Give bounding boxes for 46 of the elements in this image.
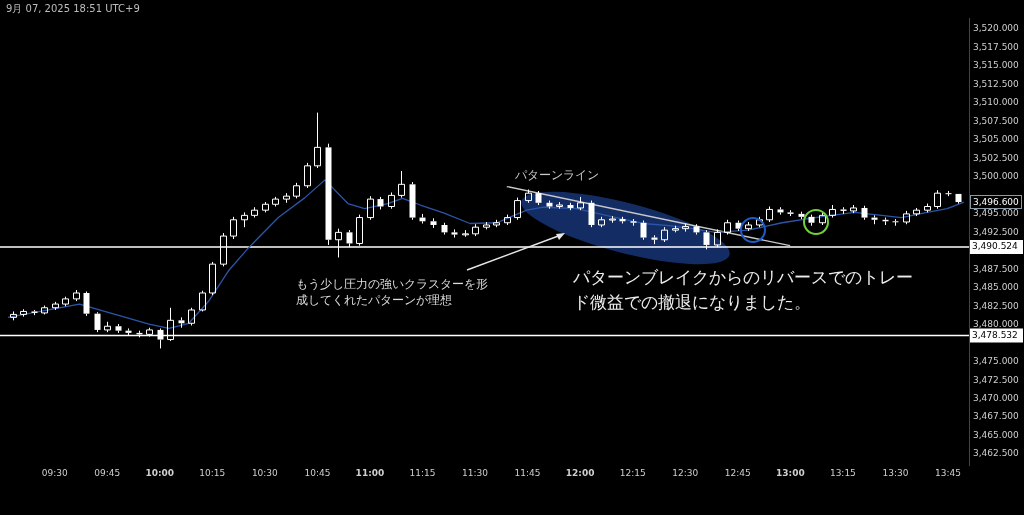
text: 9月 07, 2025 18:51 UTC+9: [6, 2, 141, 15]
y-tick-label: 3,500.000: [973, 171, 1020, 182]
text: 3,496.600: [970, 195, 1022, 209]
x-tick-label: 13:30: [882, 467, 909, 478]
y-tick-label: 3,492.500: [973, 226, 1020, 237]
x-tick-label: 10:00: [145, 467, 175, 478]
x-tick-label: 13:00: [776, 467, 805, 478]
x-tick-label: 10:45: [304, 467, 331, 478]
y-tick-label: 3,515.000: [973, 60, 1020, 71]
x-tick-label: 09:30: [41, 467, 68, 478]
y-tick-label: 3,495.000: [973, 208, 1020, 219]
y-tick-label: 3,467.500: [973, 411, 1020, 422]
annotation: もう少し圧力の強いクラスターを形成してくれたパターンが理想: [296, 276, 489, 308]
x-tick-label: 12:45: [724, 467, 751, 478]
y-tick-label: 3,485.000: [973, 282, 1020, 293]
y-tick-label: 3,462.500: [973, 448, 1020, 459]
annotation: パターンブレイクからのリバースでのトレード微益での撤退になりました。: [573, 266, 914, 314]
annotation: パターンライン: [515, 168, 600, 182]
x-tick-label: 11:00: [355, 467, 385, 478]
y-tick-label: 3,507.500: [973, 115, 1020, 126]
y-tick-label: 3,465.000: [973, 429, 1020, 440]
y-tick-label: 3,520.000: [973, 23, 1020, 34]
x-tick-label: 12:15: [619, 467, 646, 478]
y-tick-label: 3,502.500: [973, 152, 1020, 163]
y-tick-label: 3,475.000: [973, 356, 1020, 367]
y-tick-label: 3,487.500: [973, 263, 1020, 274]
x-tick-label: 09:45: [94, 467, 121, 478]
ref-line-label: 3,490.524: [972, 241, 1019, 252]
x-tick-label: 13:45: [935, 467, 961, 478]
x-tick-label: 11:45: [514, 467, 541, 478]
x-tick-label: 11:30: [462, 467, 489, 478]
y-tick-label: 3,510.000: [973, 97, 1020, 108]
x-tick-label: 10:15: [199, 467, 226, 478]
y-tick-label: 3,472.500: [973, 374, 1020, 385]
x-tick-label: 12:00: [565, 467, 595, 478]
x-tick-label: 10:30: [251, 467, 279, 478]
y-tick-label: 3,470.000: [973, 393, 1020, 404]
y-tick-label: 3,517.500: [973, 41, 1020, 52]
y-tick-label: 3,480.000: [973, 319, 1020, 330]
ref-line-label: 3,478.532: [972, 329, 1018, 340]
y-tick-label: 3,505.000: [973, 134, 1020, 145]
x-tick-label: 12:30: [672, 467, 699, 478]
x-tick-label: 11:15: [409, 467, 436, 478]
y-tick-label: 3,512.500: [973, 78, 1020, 89]
y-tick-label: 3,482.500: [973, 300, 1020, 311]
x-tick-label: 13:15: [829, 467, 856, 478]
